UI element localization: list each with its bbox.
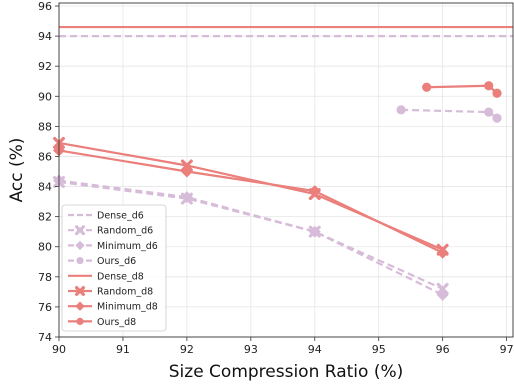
- legend-box: [61, 204, 167, 332]
- data-point: [308, 185, 321, 198]
- y-tick-label: 82: [38, 211, 52, 224]
- data-point: [436, 288, 449, 301]
- legend-item: Dense_d6: [68, 211, 144, 222]
- legend-label: Dense_d8: [97, 271, 144, 282]
- series-line: [58, 149, 444, 254]
- series-line: [58, 179, 444, 296]
- y-tick-label: 74: [38, 331, 52, 344]
- legend-swatch-marker: [75, 240, 85, 251]
- legend-swatch-marker: [75, 301, 85, 311]
- legend-label: Ours_d8: [97, 317, 136, 328]
- plot-frame: [58, 2, 514, 338]
- y-tick-label: 90: [38, 90, 52, 103]
- legend-label: Random_d6: [97, 226, 153, 237]
- legend-swatch-marker: [74, 225, 86, 236]
- x-tick-label: 91: [116, 343, 130, 356]
- legend-item: Random_d8: [68, 285, 153, 298]
- data-point: [492, 88, 502, 98]
- series-line: [58, 180, 444, 290]
- legend: Dense_d6 Random_d6 Minimum_d6 Ours_d6 Dense_…: [61, 204, 167, 332]
- data-point: [484, 107, 494, 117]
- x-tick-label: 92: [180, 343, 194, 356]
- legend-label: Ours_d6: [97, 256, 136, 267]
- x-axis-label: Size Compression Ratio (%): [169, 362, 403, 382]
- axis-ticks: 90 91 92 93 94 95 96 97 74 76 78 80 82 84 86 88 90 92 94 96: [38, 0, 514, 356]
- y-axis-label: Acc (%): [7, 138, 27, 203]
- data-point: [308, 225, 321, 238]
- x-tick-label: 95: [372, 343, 386, 356]
- x-tick-label: 93: [244, 343, 258, 356]
- legend-label: Random_d8: [97, 287, 153, 298]
- legend-item: Ours_d6: [68, 256, 136, 267]
- legend-label: Minimum_d6: [97, 241, 158, 252]
- legend-swatch-marker: [74, 285, 86, 297]
- y-tick-label: 80: [38, 241, 52, 254]
- x-tick-label: 96: [436, 343, 450, 356]
- legend-item: Ours_d8: [68, 317, 136, 328]
- plot-series: [53, 25, 513, 301]
- data-point: [492, 113, 502, 123]
- series-Ours_d6: [396, 105, 502, 123]
- y-tick-label: 76: [38, 301, 52, 314]
- y-tick-label: 96: [38, 0, 52, 13]
- x-tick-label: 97: [500, 343, 514, 356]
- series-Ours_d8: [422, 81, 502, 98]
- y-tick-label: 84: [38, 181, 52, 194]
- legend-item: Dense_d8: [68, 271, 144, 282]
- data-point: [180, 191, 193, 204]
- data-point: [180, 165, 193, 178]
- y-tick-label: 92: [38, 60, 52, 73]
- legend-item: Minimum_d6: [68, 240, 158, 252]
- y-tick-label: 86: [38, 150, 52, 163]
- y-tick-label: 94: [38, 30, 52, 43]
- data-point: [422, 82, 432, 92]
- series-line: [401, 108, 498, 119]
- x-tick-label: 90: [52, 343, 66, 356]
- data-point: [396, 105, 406, 115]
- data-point: [436, 282, 449, 295]
- legend-item: Random_d6: [68, 225, 153, 237]
- data-point: [180, 159, 193, 172]
- legend-swatch-marker: [76, 317, 84, 325]
- legend-item: Minimum_d8: [68, 301, 158, 313]
- x-tick-label: 94: [308, 343, 322, 356]
- legend-label: Minimum_d8: [97, 302, 158, 313]
- data-point: [436, 246, 449, 259]
- legend-swatch-marker: [76, 257, 84, 265]
- y-tick-label: 78: [38, 271, 52, 284]
- legend-label: Dense_d6: [97, 211, 144, 222]
- y-tick-label: 88: [38, 120, 52, 133]
- data-point: [484, 81, 494, 91]
